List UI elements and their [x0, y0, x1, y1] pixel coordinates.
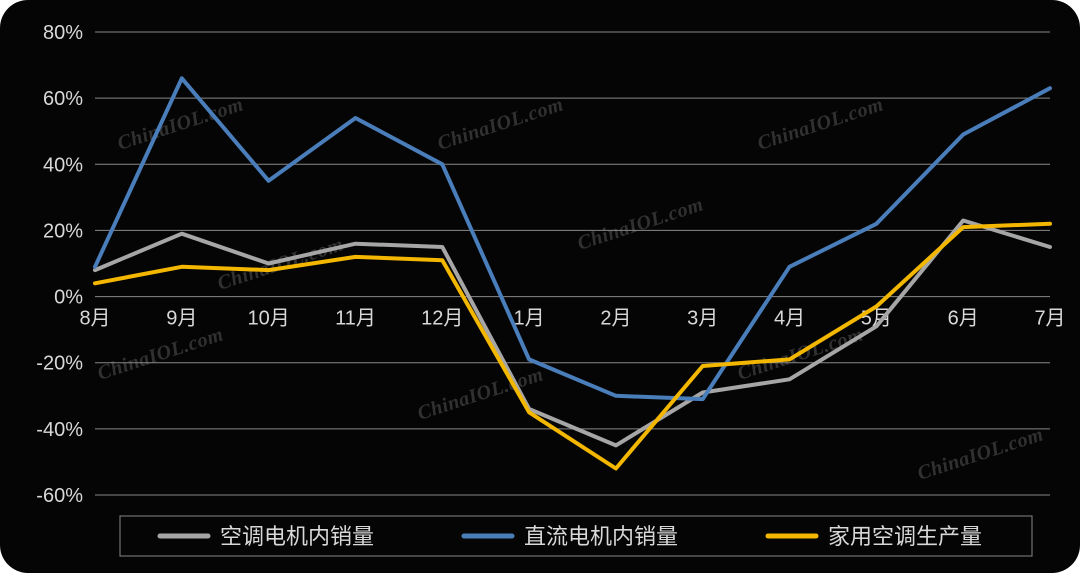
y-tick-label: -40% — [36, 419, 83, 441]
y-tick-label: 80% — [43, 22, 83, 44]
watermark-text: ChinaIOL.com — [435, 93, 566, 154]
legend-label-s3: 家用空调生产量 — [828, 524, 982, 549]
x-tick-label: 7月 — [1034, 308, 1065, 330]
series-s3 — [95, 224, 1050, 469]
watermark-text: ChinaIOL.com — [115, 93, 246, 154]
y-tick-label: 20% — [43, 220, 83, 242]
legend-label-s1: 空调电机内销量 — [220, 524, 374, 549]
y-tick-label: 60% — [43, 88, 83, 110]
y-tick-label: -60% — [36, 485, 83, 507]
x-tick-label: 3月 — [687, 308, 718, 330]
watermark-text: ChinaIOL.com — [415, 363, 546, 424]
chart-frame: { "chart": { "type": "line", "background… — [0, 0, 1080, 573]
watermark-text: ChinaIOL.com — [575, 193, 706, 254]
x-tick-label: 10月 — [248, 308, 290, 330]
y-tick-label: 40% — [43, 154, 83, 176]
x-tick-label: 11月 — [335, 308, 376, 330]
line-chart: ChinaIOL.comChinaIOL.comChinaIOL.comChin… — [0, 0, 1080, 573]
series-s1 — [95, 221, 1050, 446]
x-tick-label: 8月 — [79, 308, 110, 330]
x-tick-label: 9月 — [166, 308, 197, 330]
x-tick-label: 12月 — [421, 308, 463, 330]
watermark-text: ChinaIOL.com — [95, 323, 226, 384]
x-tick-label: 2月 — [600, 308, 631, 330]
series-s2 — [95, 78, 1050, 399]
x-tick-label: 6月 — [948, 308, 979, 330]
x-axis-labels: 8月9月10月11月12月1月2月3月4月5月6月7月 — [79, 308, 1065, 330]
x-tick-label: 1月 — [514, 308, 545, 330]
y-axis-labels: -60% -40% -20% 0% 20% 40% 60% 80% — [36, 22, 83, 507]
legend: 空调电机内销量 直流电机内销量 家用空调生产量 — [120, 516, 1032, 556]
legend-label-s2: 直流电机内销量 — [524, 524, 678, 549]
x-tick-label: 4月 — [774, 308, 805, 330]
watermark-text: ChinaIOL.com — [915, 423, 1046, 484]
y-tick-label: 0% — [54, 287, 83, 309]
y-tick-label: -20% — [36, 353, 83, 375]
watermark-text: ChinaIOL.com — [215, 233, 346, 294]
watermark-text: ChinaIOL.com — [755, 93, 886, 154]
